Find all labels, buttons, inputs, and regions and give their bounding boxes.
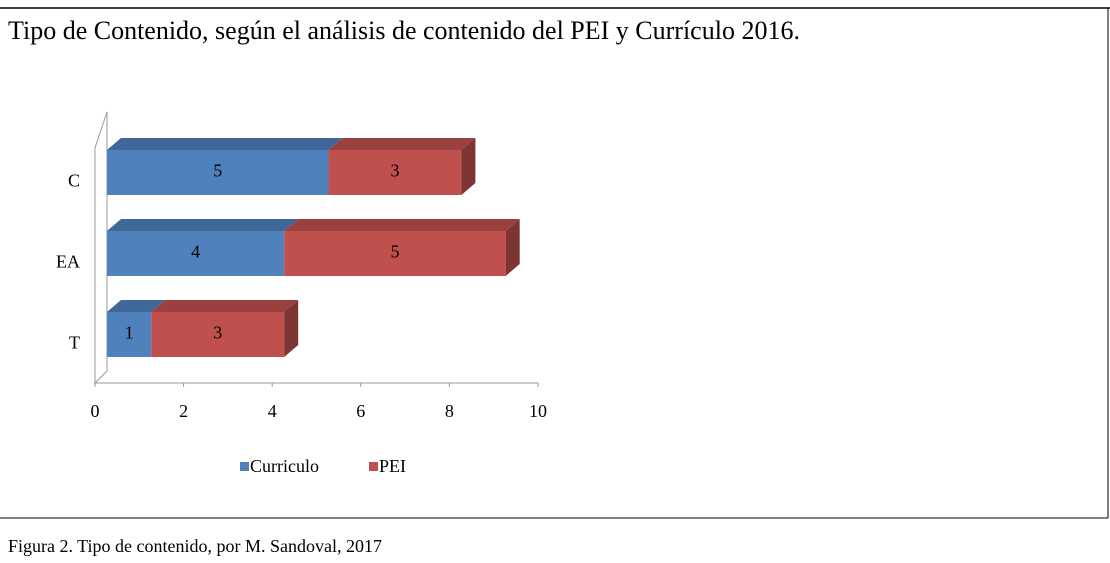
legend-swatch	[369, 462, 378, 471]
y-tick-label: C	[68, 171, 80, 191]
x-tick-label: 4	[268, 401, 277, 421]
data-label: 5	[213, 161, 222, 181]
bar	[107, 312, 152, 357]
legend-label: PEI	[379, 456, 406, 476]
data-label: 3	[213, 323, 222, 343]
x-tick-label: 8	[445, 401, 454, 421]
bar-top	[107, 300, 166, 312]
x-tick-label: 2	[179, 401, 188, 421]
data-label: 4	[191, 242, 200, 262]
x-tick-label: 0	[91, 401, 100, 421]
x-tick-label: 10	[529, 401, 547, 421]
bar	[284, 231, 506, 276]
data-label: 5	[390, 242, 399, 262]
bar	[107, 231, 285, 276]
bar-side	[284, 300, 299, 357]
data-label: 1	[125, 323, 134, 343]
bar	[107, 150, 329, 195]
caption: Figura 2. Tipo de contenido, por M. Sand…	[8, 536, 382, 556]
x-tick-label: 6	[356, 401, 365, 421]
bar-top	[107, 138, 343, 150]
bar-top	[151, 300, 299, 312]
axis-walls	[93, 111, 538, 384]
bar-top	[284, 219, 520, 231]
bar	[328, 150, 462, 195]
legend-label: Curriculo	[250, 456, 319, 476]
legend-swatch	[240, 462, 249, 471]
bar-side	[461, 138, 476, 195]
bar	[151, 312, 285, 357]
bar-top	[328, 138, 476, 150]
bar-top	[107, 219, 299, 231]
chart-title: Tipo de Contenido, según el análisis de …	[8, 16, 800, 45]
y-tick-label: T	[69, 333, 80, 353]
y-tick-label: EA	[56, 252, 80, 272]
bar-side	[505, 219, 520, 276]
data-label: 3	[390, 161, 399, 181]
